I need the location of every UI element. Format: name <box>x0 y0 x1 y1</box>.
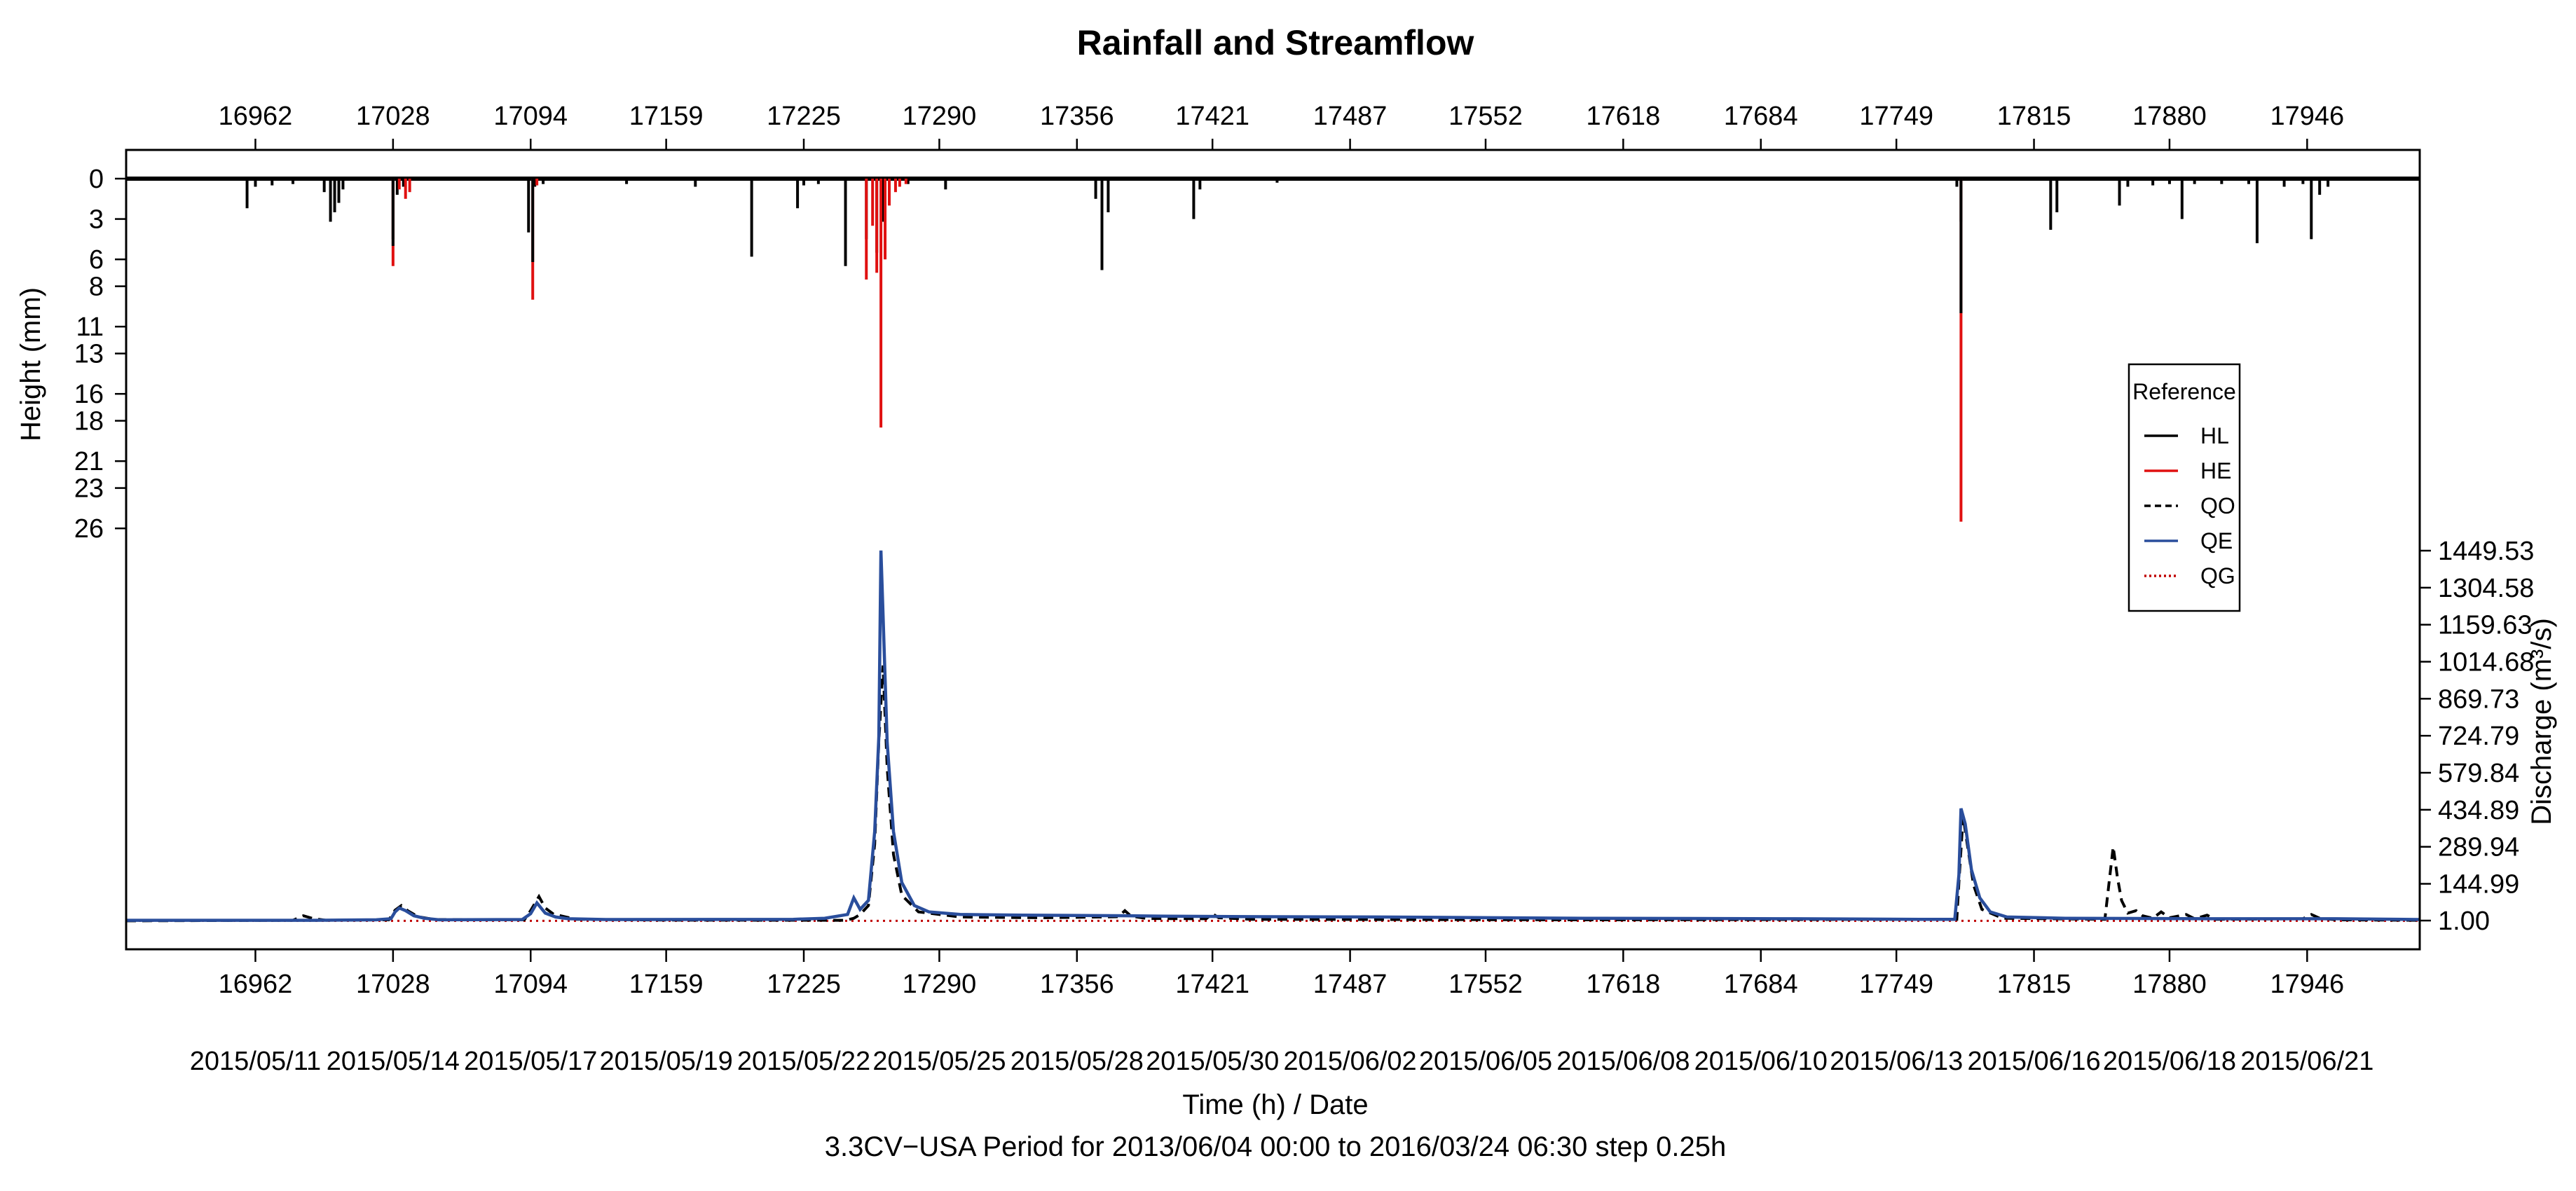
x-date-label: 2015/05/25 <box>872 1047 1006 1076</box>
qo-series-line <box>125 665 2420 923</box>
x-top-tick-label: 17159 <box>629 102 704 131</box>
x-bottom-tick-label: 17290 <box>903 970 977 999</box>
x-top-tick-label: 17552 <box>1448 102 1523 131</box>
x-bottom-tick-label: 17946 <box>2270 970 2344 999</box>
x-bottom-tick-label: 17094 <box>493 970 568 999</box>
x-top-tick-label: 17880 <box>2132 102 2207 131</box>
x-bottom-tick-label: 17225 <box>767 970 841 999</box>
x-bottom-tick-label: 17421 <box>1175 970 1249 999</box>
discharge-axis-tick-label: 1304.58 <box>2438 574 2534 603</box>
legend-box <box>2128 363 2241 612</box>
x-top-tick-label: 17749 <box>1859 102 1933 131</box>
x-bottom-tick-label: 17749 <box>1859 970 1933 999</box>
rain-axis-tick-label: 13 <box>74 340 104 369</box>
discharge-axis-tick-label: 1.00 <box>2438 907 2490 936</box>
x-date-label: 2015/06/18 <box>2103 1047 2236 1076</box>
legend-title: Reference <box>2132 379 2236 404</box>
legend: Reference HL HE QO QE QG <box>2128 363 2241 612</box>
discharge-axis-tick-label: 1159.63 <box>2438 611 2533 640</box>
discharge-axis-tick-label: 579.84 <box>2438 759 2519 788</box>
x-date-label: 2015/06/02 <box>1283 1047 1416 1076</box>
rain-axis-tick-label: 11 <box>76 312 104 342</box>
x-top-tick-label: 17487 <box>1313 102 1388 131</box>
legend-label: HE <box>2200 458 2231 483</box>
x-bottom-tick-label: 17356 <box>1040 970 1114 999</box>
chart-title: Rainfall and Streamflow <box>1077 23 1474 62</box>
rain-axis-tick-label: 8 <box>89 273 104 302</box>
x-top-tick-label: 17946 <box>2270 102 2344 131</box>
x-date-label: 2015/06/21 <box>2240 1047 2373 1076</box>
rain-axis-tick-label: 6 <box>89 245 104 275</box>
x-date-label: 2015/05/14 <box>327 1047 460 1076</box>
x-top-tick-label: 17225 <box>767 102 841 131</box>
axes: 16962 16962 2015/05/11 17028 17028 2015/05/14… <box>74 102 2535 1076</box>
x-bottom-tick-label: 17684 <box>1724 970 1798 999</box>
plot-frame <box>125 149 2421 951</box>
x-top-tick-label: 17290 <box>903 102 977 131</box>
x-date-label: 2015/06/10 <box>1694 1047 1828 1076</box>
x-top-tick-label: 17684 <box>1724 102 1798 131</box>
discharge-axis-tick-label: 724.79 <box>2438 722 2519 751</box>
x-date-label: 2015/05/17 <box>464 1047 597 1076</box>
legend-label: HL <box>2200 423 2229 448</box>
x-top-tick-label: 17356 <box>1040 102 1114 131</box>
x-date-label: 2015/05/22 <box>737 1047 870 1076</box>
rain-axis-tick-label: 21 <box>74 447 104 476</box>
x-bottom-tick-label: 17028 <box>356 970 430 999</box>
x-date-label: 2015/06/13 <box>1830 1047 1963 1076</box>
x-axis-label: Time (h) / Date <box>1182 1089 1368 1120</box>
discharge-axis-tick-label: 144.99 <box>2438 870 2519 900</box>
x-top-tick-label: 17028 <box>356 102 430 131</box>
legend-label: QG <box>2200 563 2235 588</box>
x-top-tick-label: 16962 <box>219 102 293 131</box>
period-caption: 3.3CV−USA Period for 2013/06/04 00:00 to… <box>825 1131 1727 1162</box>
rain-axis-tick-label: 18 <box>74 407 104 436</box>
x-bottom-tick-label: 17552 <box>1448 970 1523 999</box>
discharge-axis-tick-label: 434.89 <box>2438 796 2519 825</box>
x-date-label: 2015/06/05 <box>1419 1047 1552 1076</box>
discharge-axis-tick-label: 289.94 <box>2438 833 2519 862</box>
x-top-tick-label: 17094 <box>493 102 568 131</box>
x-bottom-tick-label: 17880 <box>2132 970 2207 999</box>
rain-axis-tick-label: 23 <box>74 474 104 504</box>
rain-axis-tick-label: 26 <box>74 514 104 544</box>
rain-axis-label: Height (mm) <box>15 287 46 441</box>
x-date-label: 2015/05/19 <box>600 1047 733 1076</box>
discharge-axis-tick-label: 869.73 <box>2438 684 2519 714</box>
discharge-axis-tick-label: 1014.68 <box>2438 648 2534 677</box>
plot-area <box>125 177 2420 923</box>
x-bottom-tick-label: 16962 <box>219 970 293 999</box>
legend-label: QE <box>2200 528 2233 553</box>
discharge-axis-label: Discharge (m³/s) <box>2526 618 2557 825</box>
x-bottom-tick-label: 17487 <box>1313 970 1388 999</box>
rain-axis-tick-label: 0 <box>89 165 104 194</box>
x-bottom-tick-label: 17815 <box>1997 970 2071 999</box>
rain-axis-tick-label: 16 <box>74 380 104 409</box>
x-bottom-tick-label: 17159 <box>629 970 704 999</box>
x-date-label: 2015/05/28 <box>1010 1047 1144 1076</box>
qe-series-line <box>126 550 2420 922</box>
x-bottom-tick-label: 17618 <box>1587 970 1661 999</box>
x-top-tick-label: 17815 <box>1997 102 2071 131</box>
x-date-label: 2015/05/30 <box>1146 1047 1279 1076</box>
x-top-tick-label: 17421 <box>1175 102 1249 131</box>
discharge-axis-tick-label: 1449.53 <box>2438 537 2534 566</box>
x-date-label: 2015/06/08 <box>1556 1047 1690 1076</box>
rain-axis-tick-label: 3 <box>89 205 104 235</box>
legend-label: QO <box>2200 493 2235 518</box>
x-date-label: 2015/05/11 <box>190 1047 321 1076</box>
x-date-label: 2015/06/16 <box>1967 1047 2100 1076</box>
x-top-tick-label: 17618 <box>1587 102 1661 131</box>
